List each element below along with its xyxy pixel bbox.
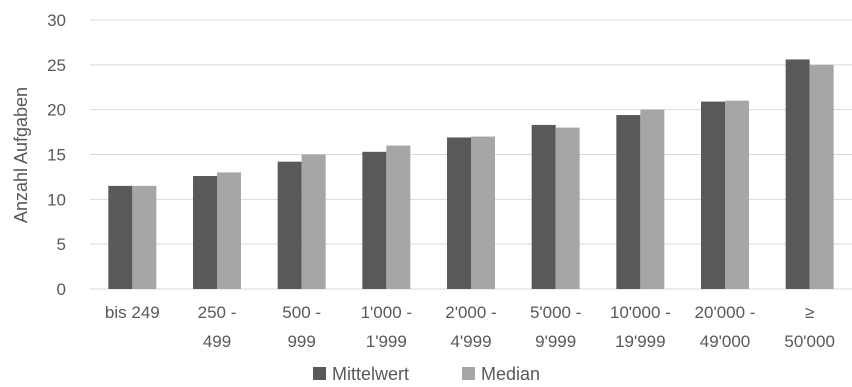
legend-swatch-mittelwert [313,367,326,380]
y-axis-label: Anzahl Aufgaben [11,87,31,223]
legend-swatch-median [462,367,475,380]
bar-mittelwert [108,185,133,289]
bar-mittelwert [785,59,810,289]
x-tick-label: 499 [203,332,231,351]
y-tick-label: 25 [47,56,66,75]
y-tick-label: 20 [47,101,66,120]
x-tick-label: ≥ [805,303,814,322]
bar-mittelwert [193,176,217,289]
x-tick-label: 1'999 [366,332,407,351]
bar-mittelwert [531,124,556,289]
bar-median [809,64,834,289]
y-axis-ticks: 0 5 10 15 20 25 30 [47,11,66,299]
y-tick-label: 10 [47,190,66,209]
bar-mittelwert [701,101,725,289]
bar-median [640,109,665,290]
x-axis-ticks: bis 249 250 - 499 500 - 999 1'000 - 1'999 2'000… [105,303,835,351]
x-tick-label: 4'999 [450,332,491,351]
y-tick-label: 15 [47,146,66,165]
bar-mittelwert [447,137,471,289]
bar-mittelwert [616,115,641,290]
bars [108,59,834,290]
y-tick-label: 5 [57,235,66,254]
bar-median [301,154,326,289]
x-tick-label: bis 249 [105,303,160,322]
bar-median [132,185,157,289]
x-tick-label: 1'000 - [361,303,412,322]
x-tick-label: 500 - [282,303,321,322]
bar-median [555,127,580,289]
x-tick-label: 9'999 [535,332,576,351]
legend-label-median: Median [481,364,540,384]
bar-median [217,172,241,289]
x-tick-label: 250 - [198,303,237,322]
x-tick-label: 49'000 [700,332,751,351]
bar-mittelwert [277,161,302,289]
x-tick-label: 10'000 - [610,303,671,322]
x-tick-label: 19'999 [615,332,666,351]
x-tick-label: 2'000 - [445,303,496,322]
bar-mittelwert [362,151,387,289]
legend-label-mittelwert: Mittelwert [332,364,409,384]
bar-median [386,145,411,289]
x-tick-label: 5'000 - [530,303,581,322]
x-tick-label: 20'000 - [695,303,756,322]
x-tick-label: 999 [287,332,315,351]
bar-median [725,100,749,289]
bar-median [471,136,495,289]
y-tick-label: 30 [47,11,66,30]
y-tick-label: 0 [57,280,66,299]
legend: Mittelwert Median [313,364,540,384]
x-tick-label: 50'000 [784,332,835,351]
